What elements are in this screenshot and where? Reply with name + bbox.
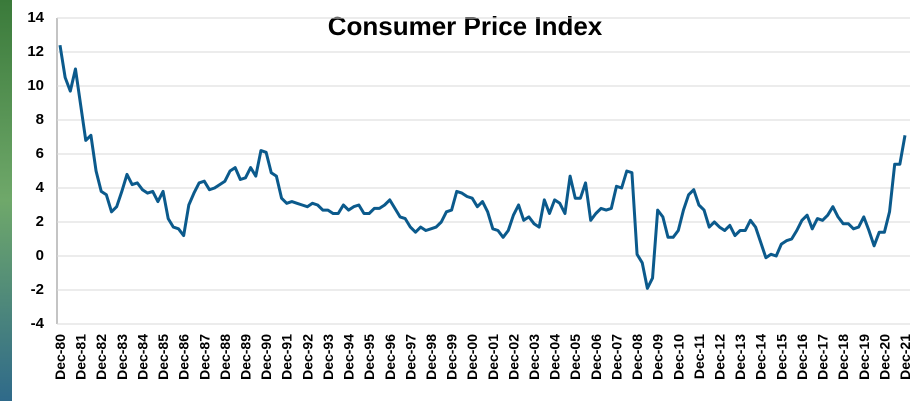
x-tick-label: Dec-00	[464, 334, 480, 380]
x-tick-label: Dec-01	[485, 334, 501, 380]
x-tick-label: Dec-21	[897, 334, 913, 380]
x-tick-label: Dec-90	[258, 334, 274, 380]
x-tick-label: Dec-96	[382, 334, 398, 380]
y-tick-label: 12	[27, 43, 44, 60]
x-tick-label: Dec-04	[547, 334, 563, 380]
x-tick-label: Dec-89	[237, 334, 253, 380]
x-tick-label: Dec-17	[815, 334, 831, 380]
chart-title: Consumer Price Index	[328, 11, 603, 41]
x-tick-label: Dec-03	[526, 334, 542, 380]
y-tick-label: -4	[31, 315, 45, 332]
x-tick-label: Dec-81	[73, 334, 89, 380]
x-tick-label: Dec-95	[361, 334, 377, 380]
x-tick-label: Dec-83	[114, 334, 130, 380]
y-tick-label: 6	[36, 145, 44, 162]
x-tick-label: Dec-18	[835, 334, 851, 380]
x-tick-label: Dec-14	[753, 334, 769, 380]
x-tick-label: Dec-84	[134, 334, 150, 380]
x-tick-label: Dec-80	[52, 334, 68, 380]
y-tick-label: 0	[36, 247, 44, 264]
x-tick-label: Dec-82	[93, 334, 109, 380]
x-tick-label: Dec-12	[712, 334, 728, 380]
y-tick-label: 14	[27, 9, 44, 26]
x-tick-label: Dec-91	[279, 334, 295, 380]
x-tick-label: Dec-94	[341, 334, 357, 380]
x-tick-label: Dec-19	[856, 334, 872, 380]
x-tick-label: Dec-16	[794, 334, 810, 380]
x-tick-label: Dec-97	[402, 334, 418, 380]
y-tick-label: 10	[27, 77, 44, 94]
y-tick-label: -2	[31, 281, 44, 298]
x-tick-label: Dec-20	[876, 334, 892, 380]
x-tick-label: Dec-06	[588, 334, 604, 380]
x-tick-label: Dec-92	[299, 334, 315, 380]
x-tick-label: Dec-99	[444, 334, 460, 380]
x-tick-label: Dec-08	[629, 334, 645, 380]
y-tick-label: 8	[36, 111, 44, 128]
x-tick-label: Dec-88	[217, 334, 233, 380]
x-tick-label: Dec-98	[423, 334, 439, 380]
x-tick-label: Dec-11	[691, 334, 707, 379]
x-tick-label: Dec-15	[773, 334, 789, 380]
x-tick-label: Dec-13	[732, 334, 748, 380]
x-tick-label: Dec-07	[608, 334, 624, 380]
x-tick-label: Dec-85	[155, 334, 171, 380]
line-series	[58, 44, 907, 290]
x-tick-label: Dec-86	[176, 334, 192, 380]
x-tick-label: Dec-93	[320, 334, 336, 380]
x-tick-label: Dec-09	[650, 334, 666, 380]
x-tick-label: Dec-02	[505, 334, 521, 380]
x-tick-label: Dec-10	[670, 334, 686, 380]
y-tick-label: 4	[36, 179, 45, 196]
x-tick-label: Dec-87	[196, 334, 212, 380]
y-tick-label: 2	[36, 213, 44, 230]
decor-strip	[0, 0, 12, 401]
x-tick-label: Dec-05	[567, 334, 583, 380]
